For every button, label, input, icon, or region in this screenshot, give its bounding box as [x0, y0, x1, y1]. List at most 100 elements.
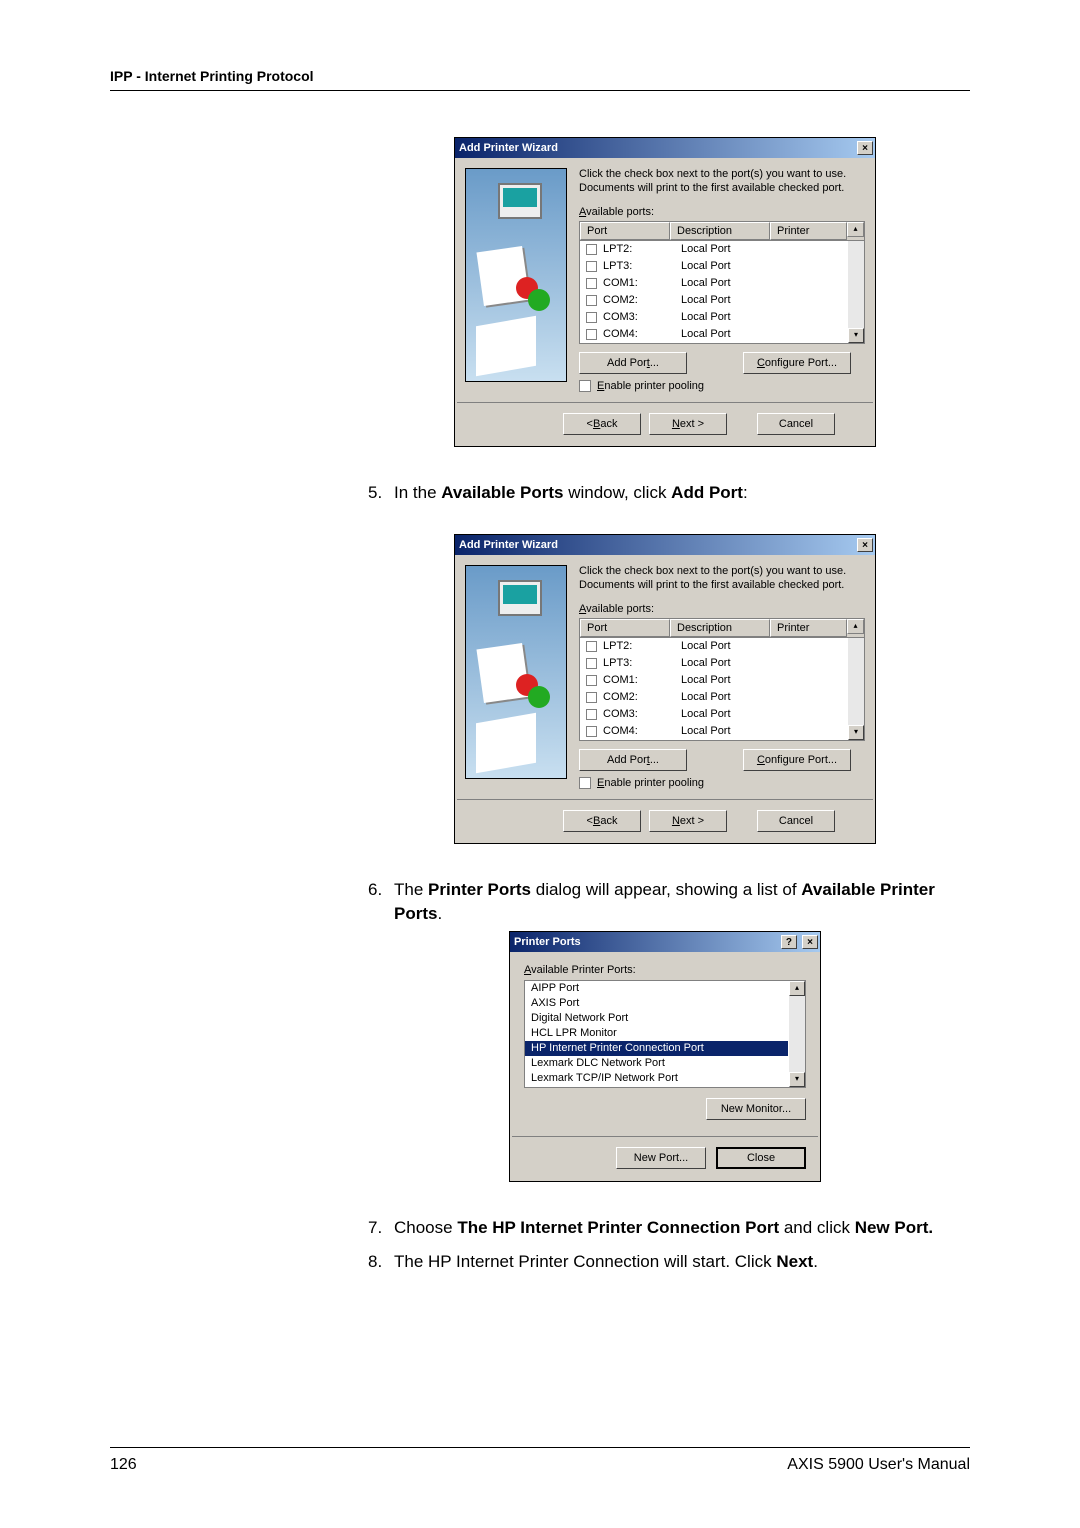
checkbox[interactable]: [586, 244, 597, 255]
list-item[interactable]: Lexmark TCP/IP Network Port: [525, 1071, 788, 1086]
close-icon[interactable]: ×: [802, 935, 818, 949]
table-row[interactable]: COM1:Local Port: [580, 672, 847, 689]
window-title: Add Printer Wizard: [459, 142, 558, 154]
checkbox[interactable]: [586, 641, 597, 652]
close-icon[interactable]: ×: [857, 141, 873, 155]
checkbox[interactable]: [586, 709, 597, 720]
scrollbar[interactable]: ▴ ▾: [788, 981, 805, 1087]
list-item[interactable]: AIPP Port: [525, 981, 788, 996]
printer-ports-list[interactable]: AIPP PortAXIS PortDigital Network PortHC…: [524, 980, 806, 1088]
port-description: Local Port: [681, 328, 781, 340]
wizard-instruction: Click the check box next to the port(s) …: [579, 565, 865, 593]
checkbox[interactable]: [586, 329, 597, 340]
port-description: Local Port: [681, 708, 781, 720]
port-name: LPT2:: [603, 640, 681, 652]
list-item[interactable]: Digital Network Port: [525, 1011, 788, 1026]
port-description: Local Port: [681, 691, 781, 703]
list-item[interactable]: AXIS Port: [525, 996, 788, 1011]
new-port-button[interactable]: New Port...: [616, 1147, 706, 1169]
checkbox[interactable]: [586, 295, 597, 306]
available-printer-ports-label: Available Printer Ports:: [524, 964, 806, 976]
table-row[interactable]: COM2:Local Port: [580, 292, 847, 309]
step-6: 6.The Printer Ports dialog will appear, …: [368, 878, 962, 926]
scroll-up-icon[interactable]: ▴: [847, 222, 864, 237]
cancel-button[interactable]: Cancel: [757, 413, 835, 435]
port-name: COM4:: [603, 725, 681, 737]
port-description: Local Port: [681, 640, 781, 652]
checkbox[interactable]: [586, 692, 597, 703]
port-description: Local Port: [681, 657, 781, 669]
table-row[interactable]: COM4:Local Port: [580, 326, 847, 343]
checkbox[interactable]: [586, 261, 597, 272]
table-row[interactable]: COM1:Local Port: [580, 275, 847, 292]
checkbox[interactable]: [586, 658, 597, 669]
scrollbar[interactable]: ▾: [847, 638, 864, 740]
wizard-instruction: Click the check box next to the port(s) …: [579, 168, 865, 196]
printer-ports-dialog: Printer Ports ? × Available Printer Port…: [509, 931, 821, 1182]
port-name: LPT2:: [603, 243, 681, 255]
checkbox[interactable]: [586, 675, 597, 686]
next-button[interactable]: Next >: [649, 810, 727, 832]
col-port: Port: [580, 619, 670, 637]
list-item[interactable]: HP Internet Printer Connection Port: [525, 1041, 788, 1056]
checkbox[interactable]: [586, 312, 597, 323]
add-port-button[interactable]: Add Port...: [579, 749, 687, 771]
configure-port-button[interactable]: Configure Port...: [743, 352, 851, 374]
table-row[interactable]: LPT2:Local Port: [580, 241, 847, 258]
col-description: Description: [670, 619, 770, 637]
enable-pooling-checkbox[interactable]: Enable printer pooling: [579, 777, 865, 789]
scroll-up-icon[interactable]: ▴: [847, 619, 864, 634]
port-description: Local Port: [681, 311, 781, 323]
back-button[interactable]: < Back: [563, 810, 641, 832]
available-ports-label: Available ports:: [579, 603, 865, 615]
table-row[interactable]: LPT3:Local Port: [580, 655, 847, 672]
scrollbar[interactable]: ▾: [847, 241, 864, 343]
manual-title: AXIS 5900 User's Manual: [787, 1456, 970, 1474]
step-8-number: 8.: [368, 1250, 394, 1274]
port-name: COM3:: [603, 311, 681, 323]
table-row[interactable]: COM3:Local Port: [580, 706, 847, 723]
titlebar: Add Printer Wizard ×: [455, 535, 875, 555]
step-5-number: 5.: [368, 481, 394, 505]
next-button[interactable]: Next >: [649, 413, 727, 435]
enable-pooling-checkbox[interactable]: Enable printer pooling: [579, 380, 865, 392]
window-title: Printer Ports: [514, 936, 581, 948]
back-button[interactable]: < Back: [563, 413, 641, 435]
table-row[interactable]: COM3:Local Port: [580, 309, 847, 326]
scroll-down-icon[interactable]: ▾: [848, 725, 864, 740]
col-port: Port: [580, 222, 670, 240]
configure-port-button[interactable]: Configure Port...: [743, 749, 851, 771]
port-list[interactable]: Port Description Printer ▴ LPT2:Local Po…: [579, 618, 865, 741]
port-description: Local Port: [681, 725, 781, 737]
wizard-sidebar-image: [465, 168, 567, 382]
cancel-button[interactable]: Cancel: [757, 810, 835, 832]
table-row[interactable]: COM4:Local Port: [580, 723, 847, 740]
port-list[interactable]: Port Description Printer ▴ LPT2:Local Po…: [579, 221, 865, 344]
available-ports-label: Available ports:: [579, 206, 865, 218]
step-5: 5.In the Available Ports window, click A…: [368, 481, 962, 505]
close-icon[interactable]: ×: [857, 538, 873, 552]
checkbox[interactable]: [586, 726, 597, 737]
checkbox[interactable]: [586, 278, 597, 289]
help-icon[interactable]: ?: [781, 935, 797, 949]
scroll-up-icon[interactable]: ▴: [789, 981, 805, 996]
port-description: Local Port: [681, 294, 781, 306]
titlebar: Printer Ports ? ×: [510, 932, 820, 952]
new-monitor-button[interactable]: New Monitor...: [706, 1098, 806, 1120]
port-name: LPT3:: [603, 260, 681, 272]
table-row[interactable]: LPT2:Local Port: [580, 638, 847, 655]
table-row[interactable]: LPT3:Local Port: [580, 258, 847, 275]
add-printer-wizard-2: Add Printer Wizard × Click the check box…: [454, 534, 876, 844]
add-port-button[interactable]: Add Port...: [579, 352, 687, 374]
titlebar: Add Printer Wizard ×: [455, 138, 875, 158]
port-name: COM2:: [603, 691, 681, 703]
table-row[interactable]: COM2:Local Port: [580, 689, 847, 706]
list-item[interactable]: Lexmark DLC Network Port: [525, 1056, 788, 1071]
close-button[interactable]: Close: [716, 1147, 806, 1169]
scroll-down-icon[interactable]: ▾: [789, 1072, 805, 1087]
port-name: COM1:: [603, 277, 681, 289]
step-8: 8.The HP Internet Printer Connection wil…: [368, 1250, 962, 1274]
page-number: 126: [110, 1456, 137, 1474]
list-item[interactable]: HCL LPR Monitor: [525, 1026, 788, 1041]
scroll-down-icon[interactable]: ▾: [848, 328, 864, 343]
